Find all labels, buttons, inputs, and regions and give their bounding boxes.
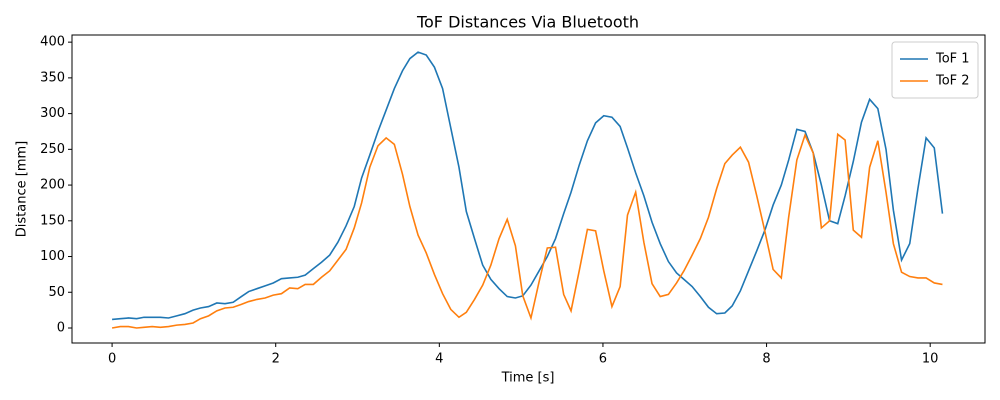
y-tick-label: 350 bbox=[40, 70, 65, 85]
plot-frame bbox=[71, 34, 986, 344]
y-tick-label: 300 bbox=[40, 106, 65, 121]
x-tick-label: 10 bbox=[922, 352, 939, 367]
y-tick-label: 50 bbox=[48, 285, 65, 300]
x-tick-label: 6 bbox=[599, 352, 607, 367]
y-tick-label: 250 bbox=[40, 142, 65, 157]
data-line bbox=[111, 132, 943, 329]
y-tick-label: 100 bbox=[40, 249, 65, 264]
legend-label: ToF 2 bbox=[935, 74, 970, 89]
y-tick-label: 150 bbox=[40, 213, 65, 228]
data-line bbox=[112, 51, 944, 321]
x-tick-label: 4 bbox=[435, 352, 443, 367]
chart-title: ToF Distances Via Bluetooth bbox=[416, 13, 639, 32]
x-tick-label: 8 bbox=[762, 352, 770, 367]
y-axis-label: Distance [mm] bbox=[15, 141, 30, 237]
x-axis-label: Time [s] bbox=[501, 371, 555, 386]
legend-box bbox=[891, 41, 979, 99]
y-tick-label: 400 bbox=[40, 35, 65, 50]
y-tick-label: 0 bbox=[57, 320, 65, 335]
x-tick-label: 0 bbox=[108, 352, 116, 367]
legend-label: ToF 1 bbox=[935, 52, 970, 67]
y-tick-label: 200 bbox=[40, 178, 65, 193]
x-tick-label: 2 bbox=[272, 352, 280, 367]
